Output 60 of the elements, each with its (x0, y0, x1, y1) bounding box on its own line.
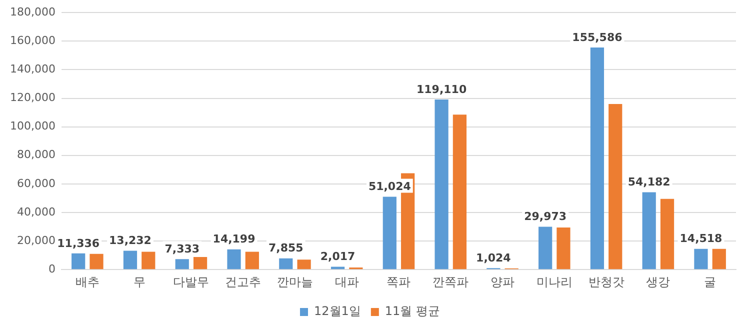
data-label: 14,518 (680, 232, 722, 246)
data-label: 14,199 (212, 232, 256, 246)
bar (660, 198, 674, 270)
bar (142, 252, 156, 270)
bar (382, 196, 396, 270)
y-tick-label: 140,000 (10, 62, 56, 76)
legend-label: 11월 평균 (384, 304, 440, 318)
legend-label: 12월1일 (314, 304, 361, 318)
y-tick-label: 60,000 (16, 176, 56, 190)
data-label: 29,973 (524, 210, 567, 224)
y-tick-label: 120,000 (10, 91, 56, 104)
x-tick-label: 굴 (704, 274, 716, 289)
bar (694, 248, 708, 270)
bar (556, 227, 570, 270)
x-tick-label: 미나리 (536, 274, 572, 289)
y-tick-label: 160,000 (10, 34, 56, 48)
bar (297, 260, 311, 270)
x-tick-label: 양파 (490, 274, 515, 289)
bar (123, 250, 138, 270)
y-tick-label: 100,000 (10, 120, 56, 133)
x-tick-label: 반청갓 (588, 274, 624, 289)
y-tick-label: 180,000 (10, 5, 56, 18)
bar (642, 192, 656, 270)
x-tick-label: 생강 (646, 274, 670, 289)
data-label: 119,110 (416, 82, 467, 96)
y-tick-label: 80,000 (16, 148, 56, 162)
data-label: 2,017 (320, 250, 356, 264)
bar (452, 114, 467, 270)
x-tick-label: 무 (133, 274, 146, 289)
bar (227, 249, 241, 270)
x-tick-label: 쪽파 (386, 274, 411, 289)
bar (72, 253, 86, 270)
bar (712, 248, 726, 270)
data-label: 1,024 (476, 251, 512, 264)
bar (193, 257, 208, 270)
x-tick-label: 다발무 (173, 274, 210, 289)
data-label: 54,182 (628, 176, 670, 189)
bar (434, 100, 448, 270)
y-tick-label: 0 (48, 262, 56, 276)
data-label: 13,232 (109, 234, 152, 248)
bar (538, 226, 552, 270)
x-tick-label: 대파 (334, 274, 359, 289)
bar (590, 47, 604, 270)
x-tick-label: 깐마늘 (276, 274, 313, 289)
bar (90, 254, 104, 270)
x-tick-label: 배추 (75, 274, 100, 289)
data-label: 155,586 (572, 30, 623, 44)
data-label: 7,333 (164, 242, 200, 256)
data-label: 11,336 (57, 236, 100, 250)
x-tick-label: 건고추 (225, 274, 262, 289)
bar (279, 258, 293, 270)
data-label: 51,024 (368, 180, 412, 194)
data-label: 7,855 (268, 242, 304, 255)
bar (245, 252, 259, 270)
y-tick-label: 20,000 (16, 234, 56, 247)
x-tick-label: 깐쪽파 (432, 274, 469, 289)
bar (330, 266, 345, 270)
y-tick-label: 40,000 (16, 205, 56, 218)
bar (608, 104, 622, 270)
bar (175, 259, 189, 270)
